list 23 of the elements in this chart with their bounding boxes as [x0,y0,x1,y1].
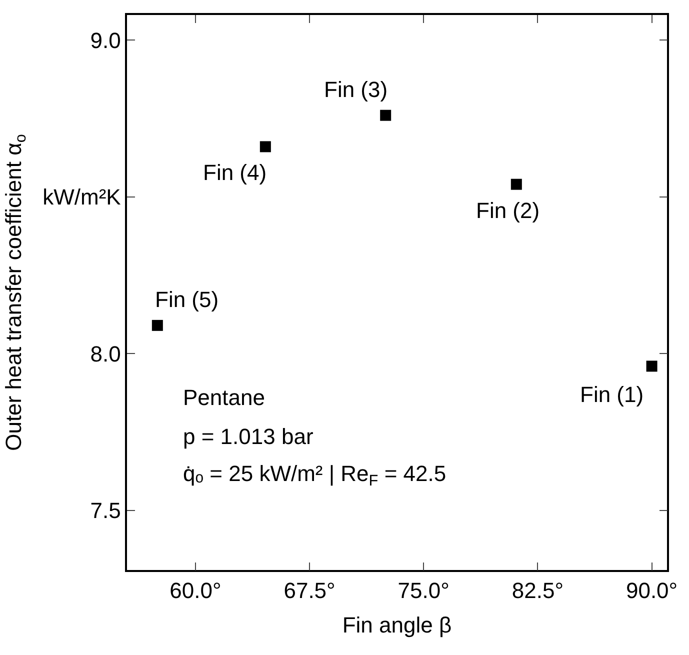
x-tick-label: 90.0° [626,578,678,604]
y-tick-label: 8.0 [90,341,121,366]
x-tick-label: 60.0° [170,578,222,604]
x-tick-label: 82.5° [512,578,564,604]
annotation: Fin (5) [155,287,219,312]
x-axis-title: Fin angle β [342,612,452,638]
annotation: Fin (4) [203,160,267,185]
point [510,178,522,190]
annotation: q̇ₒ = 25 kW/m² | Re$_{F}$ = 42.5 [183,461,446,490]
y-tick-label: 9.0 [90,28,121,53]
annotation: Fin (2) [476,198,540,223]
x-tick-label: 75.0° [398,578,450,604]
y-tick-label: 7.5 [90,498,121,524]
x-tick-label: 67.5° [284,578,336,604]
annotation: p = 1.013 bar [183,424,314,449]
point [152,320,163,331]
y-tick-label: kW/m²K [42,184,122,210]
annotation: Pentane [183,385,265,410]
annotation: Fin (1) [580,382,644,407]
point [260,141,271,152]
point [380,110,392,121]
annotation: Fin (3) [324,77,388,102]
point [646,360,658,372]
